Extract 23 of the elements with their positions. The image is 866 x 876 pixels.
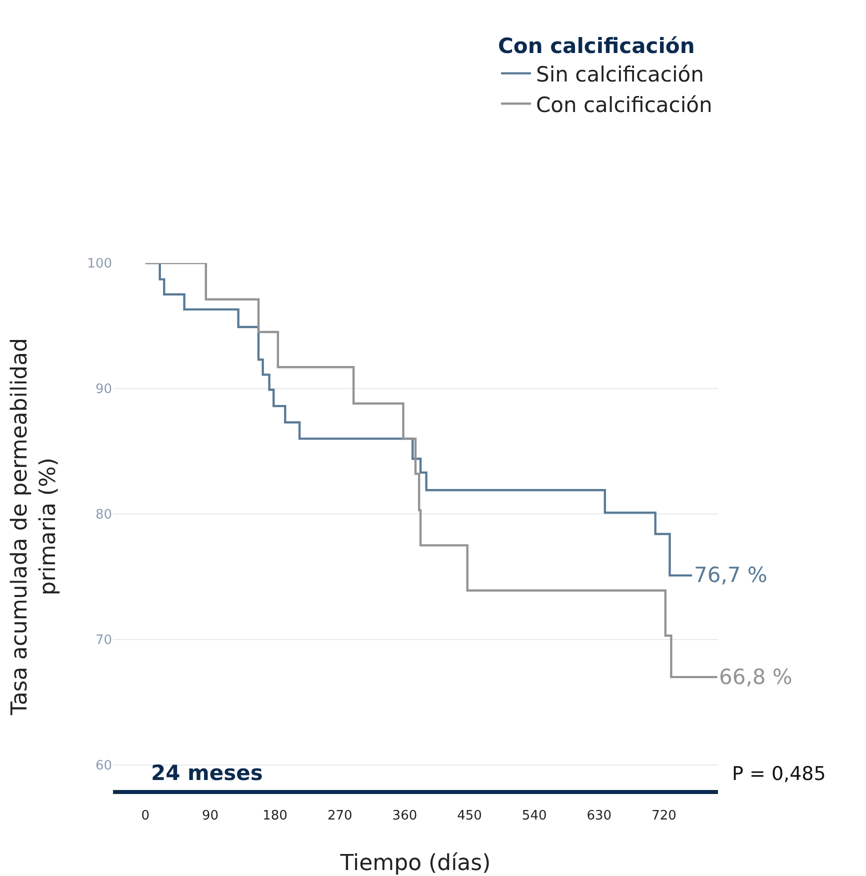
x-tick-label: 720	[652, 808, 676, 824]
y-tick-label: 80	[95, 508, 112, 522]
x-tick-label: 0	[141, 808, 150, 824]
annotation: 66,8 %	[719, 665, 792, 689]
annotation: 24 meses	[151, 761, 263, 785]
annotation: 76,7 %	[694, 563, 768, 587]
x-tick-label: 90	[202, 808, 219, 824]
y-tick-label: 60	[95, 758, 112, 774]
y-tick-label: 90	[95, 382, 112, 398]
x-tick-label: 180	[262, 808, 288, 824]
x-tick-label: 270	[327, 808, 352, 824]
y-tick-label: 100	[87, 256, 112, 272]
legend-label: Con calcificación	[536, 92, 712, 117]
y-axis-title: Tasa acumulada de permeabilidad primaria (%)	[7, 338, 61, 716]
legend-label: Sin calcificación	[536, 62, 704, 86]
x-axis-title: Tiempo (días)	[339, 851, 491, 876]
x-tick-label: 630	[586, 808, 612, 824]
x-tick-label: 540	[522, 808, 547, 824]
x-tick-label: 360	[392, 808, 418, 824]
y-tick-label: 70	[95, 632, 112, 648]
text: P = 0,485	[732, 763, 826, 785]
x-tick-label: 450	[457, 808, 482, 824]
legend-title: Con calcificación	[498, 34, 695, 58]
